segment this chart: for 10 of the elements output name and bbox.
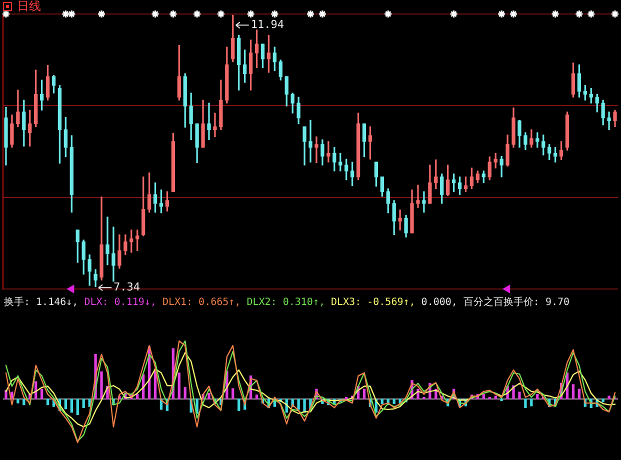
text: 换手: 1.146↓, bbox=[4, 297, 78, 309]
text: DLX: 0.119↓, bbox=[84, 297, 156, 309]
text: DLX3: -0.569↑, bbox=[331, 297, 416, 309]
annotation: 11.94 bbox=[250, 18, 284, 32]
chart-title: 日线 bbox=[17, 0, 41, 13]
text: 百分之百换手价: 9.70 bbox=[463, 297, 570, 309]
annotation: 7.34 bbox=[114, 280, 140, 294]
text: 0.000, bbox=[421, 297, 458, 309]
text: DLX1: 0.665↑, bbox=[162, 297, 241, 309]
text: DLX2: 0.310↑, bbox=[246, 297, 325, 309]
